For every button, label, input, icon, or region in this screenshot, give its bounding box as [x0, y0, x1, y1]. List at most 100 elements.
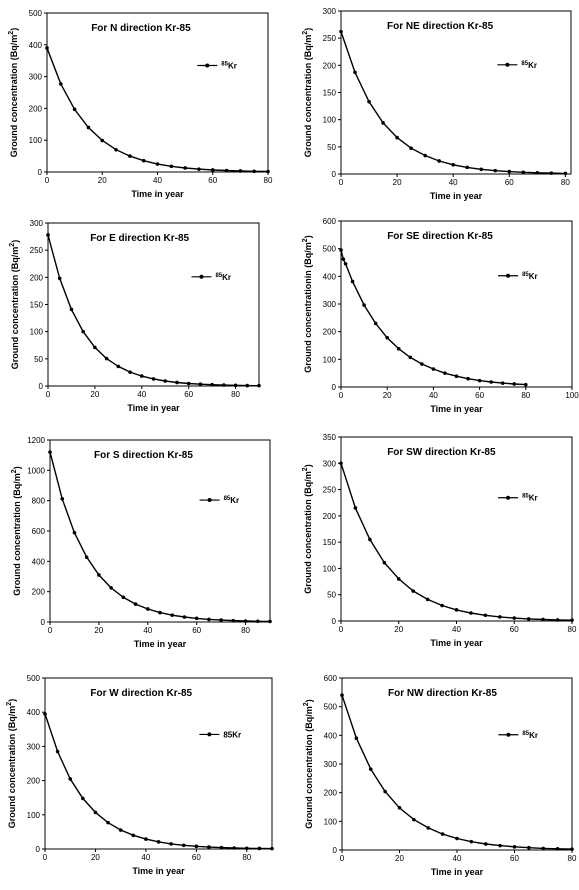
x-tick-label: 20	[94, 626, 103, 635]
y-tick-label: 400	[323, 272, 337, 281]
data-point	[139, 374, 144, 378]
legend-marker	[506, 732, 511, 737]
legend-label-text: Kr	[529, 494, 538, 503]
y-tick-label: 600	[323, 217, 337, 226]
x-tick-label: 20	[394, 625, 403, 634]
x-tick-label: 40	[153, 176, 162, 185]
data-point	[367, 99, 371, 104]
chart-panel-2: 0 50 100 150 200 250 300 0 20 40 60 80 Time in year G…	[9, 219, 261, 413]
data-point	[45, 46, 49, 50]
y-tick-label: 300	[323, 300, 337, 309]
plot-frame	[46, 12, 269, 173]
y-tick-label: 500	[324, 703, 338, 712]
data-point	[426, 826, 431, 830]
data-point	[512, 616, 517, 620]
data-point	[219, 618, 223, 622]
data-point	[507, 169, 512, 174]
y-tick-label: 600	[32, 527, 46, 536]
data-point	[233, 383, 238, 388]
legend-label-sup: 85	[522, 494, 529, 500]
y-tick-label: 350	[323, 433, 337, 442]
data-point	[454, 374, 459, 379]
y-tick-label: 600	[324, 674, 338, 683]
data-point	[570, 618, 574, 623]
y-axis-label-end: )	[303, 464, 313, 467]
x-tick-label: 80	[241, 626, 250, 635]
y-tick-label: 1000	[27, 466, 45, 475]
legend-label: 85Kr	[522, 731, 538, 740]
y-tick-label: 400	[32, 557, 46, 566]
chart-panel-3: 0 100 200 300 400 500 600 0 20 40 60 80 100 Time in y…	[302, 217, 579, 414]
chart-panel-6: 0 100 200 300 400 500 0 20 40 60 80 Time in year Gro…	[6, 674, 274, 876]
legend-label: 85Kr	[221, 61, 237, 70]
y-tick-label: 200	[324, 789, 338, 798]
y-axis-label-sup: 2	[8, 31, 15, 35]
data-point	[257, 383, 261, 388]
y-axis-label: Ground concentration (Bq/m2)	[6, 699, 17, 828]
y-axis-label: Ground concentration (Bq/m2)	[11, 466, 22, 595]
chart-title: For SE direction Kr-85	[387, 231, 493, 242]
data-point	[244, 846, 249, 851]
data-point	[541, 846, 546, 851]
x-tick-label: 60	[208, 176, 217, 185]
y-axis-label-sup: 2	[302, 31, 309, 35]
y-tick-label: 300	[323, 459, 337, 468]
data-point	[541, 617, 545, 622]
x-tick-label: 0	[46, 390, 51, 399]
y-tick-label: 200	[323, 61, 337, 70]
x-tick-label: 60	[475, 391, 484, 400]
legend-label-text: Kr	[528, 61, 537, 70]
x-tick-label: 0	[45, 176, 50, 185]
y-tick-label: 0	[36, 845, 41, 854]
x-tick-label: 80	[264, 176, 273, 185]
data-point	[343, 262, 348, 266]
data-point	[232, 846, 236, 850]
y-axis-label-sup: 2	[9, 243, 16, 247]
data-point	[72, 107, 77, 112]
data-point	[141, 158, 146, 163]
series-line	[49, 451, 271, 623]
series-line	[340, 463, 573, 621]
data-point	[368, 537, 372, 542]
data-point	[479, 167, 484, 172]
x-tick-label: 0	[43, 853, 48, 862]
legend-label-sup: 85	[224, 496, 231, 502]
x-axis-label: Time in year	[132, 866, 185, 876]
data-point	[451, 162, 455, 167]
data-point	[440, 832, 445, 836]
legend-marker	[207, 498, 212, 503]
data-point	[84, 555, 89, 560]
data-point	[116, 364, 121, 369]
y-axis-label: Ground concentration (Bq/m2)	[302, 464, 313, 593]
y-tick-label: 100	[27, 811, 41, 820]
data-point	[454, 608, 459, 612]
x-axis-label: Time in year	[134, 639, 187, 649]
chart-title: For NE direction Kr-85	[387, 21, 494, 32]
y-tick-label: 0	[38, 168, 43, 177]
data-point	[500, 381, 505, 385]
data-point	[339, 29, 343, 34]
y-axis-label-sup: 2	[6, 702, 13, 706]
y-axis-label-sup: 2	[302, 467, 309, 471]
data-point	[238, 169, 243, 173]
y-tick-label: 250	[323, 486, 337, 495]
x-tick-label: 0	[48, 626, 53, 635]
x-tick-label: 20	[383, 391, 392, 400]
data-point	[156, 840, 161, 844]
data-point	[48, 450, 52, 454]
legend-label-sup: 85	[221, 61, 228, 67]
data-point	[245, 383, 250, 388]
x-axis-label: Time in year	[430, 404, 483, 414]
data-point	[93, 345, 97, 350]
data-point	[231, 618, 236, 623]
data-point	[489, 380, 493, 384]
legend-label: 85Kr	[224, 496, 240, 505]
chart-title: For SW direction Kr-85	[387, 447, 496, 458]
data-point	[183, 166, 187, 170]
data-point	[55, 749, 60, 754]
x-tick-label: 80	[568, 625, 577, 634]
y-tick-label: 300	[324, 760, 338, 769]
data-point	[437, 159, 441, 163]
series-line	[341, 694, 573, 850]
legend-label-text: Kr	[529, 272, 538, 281]
